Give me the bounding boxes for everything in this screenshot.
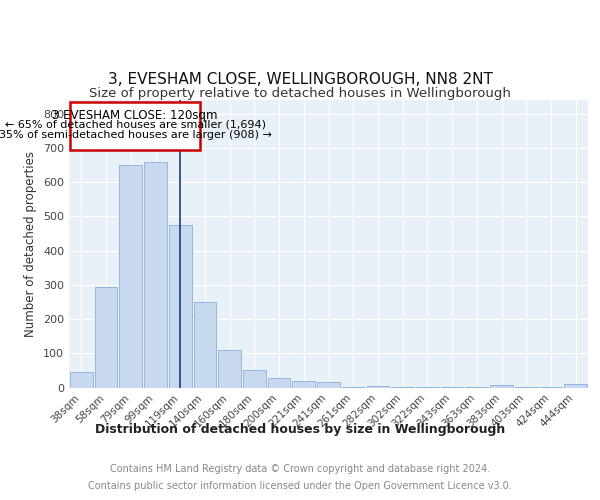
Text: Distribution of detached houses by size in Wellingborough: Distribution of detached houses by size … (95, 422, 505, 436)
Bar (490, 385, 513, 388)
Bar (564, 384, 587, 388)
Bar (367, 386, 389, 388)
Bar (268, 378, 290, 388)
Bar (515, 387, 538, 388)
Bar (119, 165, 142, 388)
Text: 35% of semi-detached houses are larger (908) →: 35% of semi-detached houses are larger (… (0, 130, 272, 140)
Bar (194, 302, 216, 388)
Text: ← 65% of detached houses are smaller (1,694): ← 65% of detached houses are smaller (1,… (5, 120, 266, 130)
Bar (441, 387, 463, 388)
Bar (169, 225, 191, 388)
Bar (391, 387, 414, 388)
Bar (70, 372, 93, 388)
Text: Contains public sector information licensed under the Open Government Licence v3: Contains public sector information licen… (88, 481, 512, 491)
Bar (317, 382, 340, 388)
Bar (144, 162, 167, 388)
Text: 3, EVESHAM CLOSE, WELLINGBOROUGH, NN8 2NT: 3, EVESHAM CLOSE, WELLINGBOROUGH, NN8 2N… (107, 72, 493, 88)
FancyBboxPatch shape (70, 102, 200, 150)
Text: Contains HM Land Registry data © Crown copyright and database right 2024.: Contains HM Land Registry data © Crown c… (110, 464, 490, 474)
Bar (292, 382, 315, 388)
Text: 3 EVESHAM CLOSE: 120sqm: 3 EVESHAM CLOSE: 120sqm (52, 109, 218, 122)
Bar (95, 286, 118, 388)
Bar (243, 370, 266, 388)
Bar (218, 350, 241, 388)
Text: Size of property relative to detached houses in Wellingborough: Size of property relative to detached ho… (89, 87, 511, 100)
Bar (342, 387, 365, 388)
Y-axis label: Number of detached properties: Number of detached properties (25, 151, 37, 337)
